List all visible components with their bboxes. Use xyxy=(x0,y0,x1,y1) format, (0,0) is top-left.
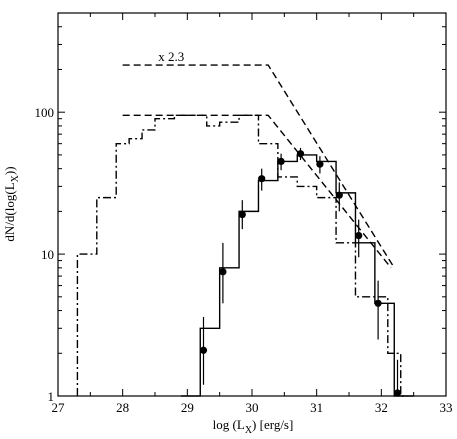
series-layer xyxy=(76,64,414,397)
data-point xyxy=(277,157,285,165)
x-tick-label: 29 xyxy=(181,400,194,415)
y-axis-ticks: 1 10 100 xyxy=(35,12,446,404)
y-tick-label: 1 xyxy=(48,389,55,404)
histogram-solid xyxy=(180,154,408,397)
data-point xyxy=(238,210,246,219)
scale-annotation: x 2.3 xyxy=(158,49,184,64)
y-axis-label: dN/d(log(LX)) xyxy=(2,166,21,241)
dashed-model-line xyxy=(122,114,392,269)
data-point xyxy=(316,160,324,168)
x-tick-label: 27 xyxy=(52,400,66,415)
x-tick-label: 31 xyxy=(310,400,323,415)
data-point xyxy=(219,268,227,276)
x-tick-label: 30 xyxy=(246,400,259,415)
y-tick-label: 100 xyxy=(35,105,55,120)
data-point xyxy=(355,231,363,240)
data-point xyxy=(374,299,382,307)
x-axis-ticks: 27 28 29 30 31 32 33 xyxy=(52,13,453,415)
x-tick-label: 28 xyxy=(116,400,129,415)
annotations: x 2.3 xyxy=(158,49,184,64)
data-point xyxy=(258,175,266,183)
data-point xyxy=(335,191,343,199)
x-tick-label: 33 xyxy=(440,400,453,415)
data-point xyxy=(393,389,402,397)
data-point xyxy=(199,346,208,354)
x-axis-label: log (LX) [erg/s] xyxy=(213,417,294,436)
data-point xyxy=(296,150,305,158)
histogram-dashdot xyxy=(76,114,414,397)
y-tick-label: 10 xyxy=(41,247,54,262)
x-tick-label: 32 xyxy=(375,400,388,415)
dashed-model-line xyxy=(122,64,395,269)
